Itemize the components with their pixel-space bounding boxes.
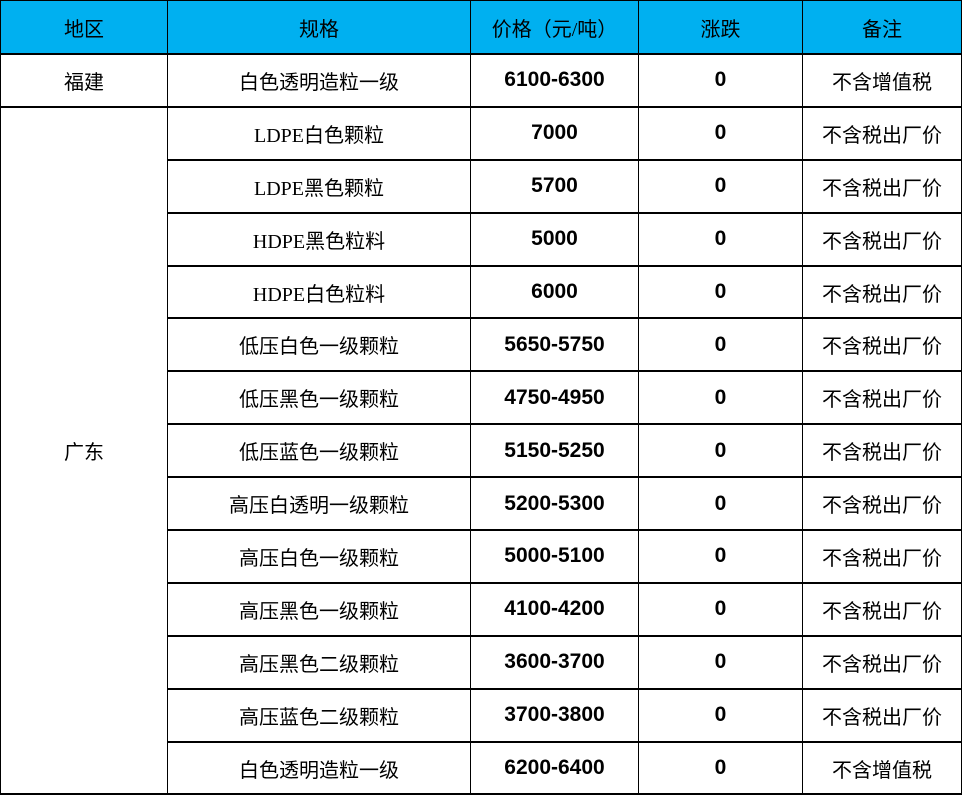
price-cell: 3600-3700 — [470, 634, 639, 690]
col-header-change: 涨跌 — [638, 0, 803, 55]
table-row: 白色透明造粒一级 6200-6400 0 不含增值税 — [1, 740, 962, 796]
price-cell: 6200-6400 — [470, 740, 639, 796]
table-row: 低压蓝色一级颗粒 5150-5250 0 不含税出厂价 — [1, 423, 962, 479]
price-cell: 5700 — [470, 158, 639, 214]
change-cell: 0 — [638, 476, 803, 532]
price-cell: 7000 — [470, 105, 639, 161]
price-cell: 3700-3800 — [470, 687, 639, 743]
change-cell: 0 — [638, 423, 803, 479]
change-cell: 0 — [638, 529, 803, 584]
price-cell: 5000 — [470, 211, 639, 267]
price-cell: 5200-5300 — [470, 476, 639, 532]
table-row: 低压白色一级颗粒 5650-5750 0 不含税出厂价 — [1, 317, 962, 373]
change-cell: 0 — [638, 211, 803, 267]
header-row: 地区 规格 价格（元/吨） 涨跌 备注 — [0, 0, 962, 55]
price-cell: 6100-6300 — [470, 53, 639, 108]
spec-cell: 高压白色一级颗粒 — [167, 529, 471, 584]
table-row: LDPE黑色颗粒 5700 0 不含税出厂价 — [1, 158, 962, 214]
note-cell: 不含税出厂价 — [802, 423, 962, 479]
col-header-spec: 规格 — [167, 0, 471, 55]
spec-cell: 低压白色一级颗粒 — [167, 317, 471, 373]
spec-cell: 低压黑色一级颗粒 — [167, 370, 471, 426]
table-row: 高压黑色二级颗粒 3600-3700 0 不含税出厂价 — [1, 634, 962, 690]
table-row: HDPE黑色粒料 5000 0 不含税出厂价 — [1, 211, 962, 267]
note-cell: 不含税出厂价 — [802, 317, 962, 373]
note-cell: 不含税出厂价 — [802, 158, 962, 214]
spec-cell: HDPE黑色粒料 — [167, 211, 471, 267]
spec-cell: 高压白透明一级颗粒 — [167, 476, 471, 532]
price-cell: 5000-5100 — [470, 529, 639, 584]
table-row: 高压白透明一级颗粒 5200-5300 0 不含税出厂价 — [1, 476, 962, 532]
spec-cell: LDPE白色颗粒 — [167, 105, 471, 161]
note-cell: 不含税出厂价 — [802, 370, 962, 426]
spec-cell: LDPE黑色颗粒 — [167, 158, 471, 214]
change-cell: 0 — [638, 687, 803, 743]
note-cell: 不含增值税 — [802, 53, 962, 108]
spec-cell: 高压黑色一级颗粒 — [167, 581, 471, 637]
note-cell: 不含税出厂价 — [802, 211, 962, 267]
note-cell: 不含税出厂价 — [802, 264, 962, 320]
price-cell: 4750-4950 — [470, 370, 639, 426]
price-cell: 5650-5750 — [470, 317, 639, 373]
col-header-region: 地区 — [0, 0, 168, 55]
spec-cell: 高压蓝色二级颗粒 — [167, 687, 471, 743]
change-cell: 0 — [638, 264, 803, 320]
col-header-price: 价格（元/吨） — [470, 0, 639, 55]
note-cell: 不含增值税 — [802, 740, 962, 796]
table-row: 广东 LDPE白色颗粒 7000 0 不含税出厂价 — [0, 105, 962, 796]
col-header-note: 备注 — [802, 0, 962, 55]
change-cell: 0 — [638, 158, 803, 214]
price-cell: 6000 — [470, 264, 639, 320]
note-cell: 不含税出厂价 — [802, 529, 962, 584]
change-cell: 0 — [638, 634, 803, 690]
note-cell: 不含税出厂价 — [802, 634, 962, 690]
table-row: 低压黑色一级颗粒 4750-4950 0 不含税出厂价 — [1, 370, 962, 426]
change-cell: 0 — [638, 105, 803, 161]
spec-cell: HDPE白色粒料 — [167, 264, 471, 320]
region-cell-guangdong: 广东 — [0, 105, 168, 796]
change-cell: 0 — [638, 317, 803, 373]
table-row: 福建 白色透明造粒一级 6100-6300 0 不含增值税 — [0, 53, 962, 108]
table-row: HDPE白色粒料 6000 0 不含税出厂价 — [1, 264, 962, 320]
table-row: 高压白色一级颗粒 5000-5100 0 不含税出厂价 — [1, 529, 962, 584]
spec-cell: 低压蓝色一级颗粒 — [167, 423, 471, 479]
spec-cell: 白色透明造粒一级 — [167, 53, 471, 108]
region-cell-fujian: 福建 — [0, 53, 168, 108]
note-cell: 不含税出厂价 — [802, 476, 962, 532]
note-cell: 不含税出厂价 — [802, 105, 962, 161]
spec-cell: 白色透明造粒一级 — [167, 740, 471, 796]
change-cell: 0 — [638, 370, 803, 426]
change-cell: 0 — [638, 53, 803, 108]
change-cell: 0 — [638, 581, 803, 637]
change-cell: 0 — [638, 740, 803, 796]
table-row: 高压黑色一级颗粒 4100-4200 0 不含税出厂价 — [1, 581, 962, 637]
note-cell: 不含税出厂价 — [802, 581, 962, 637]
note-cell: 不含税出厂价 — [802, 687, 962, 743]
price-cell: 5150-5250 — [470, 423, 639, 479]
spec-cell: 高压黑色二级颗粒 — [167, 634, 471, 690]
table-row: 高压蓝色二级颗粒 3700-3800 0 不含税出厂价 — [1, 687, 962, 743]
price-cell: 4100-4200 — [470, 581, 639, 637]
